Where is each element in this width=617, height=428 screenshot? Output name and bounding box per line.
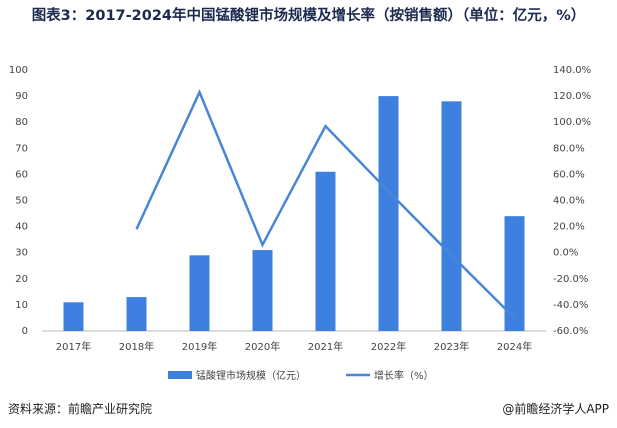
- x-tick-label: 2019年: [182, 340, 217, 353]
- y-tick-label: 100: [9, 65, 28, 76]
- y2-tick-label: 80.0%: [553, 143, 585, 154]
- bar: [378, 96, 399, 331]
- y2-tick-label: -60.0%: [553, 326, 588, 337]
- x-tick-label: 2022年: [371, 340, 406, 353]
- x-tick-label: 2024年: [497, 340, 532, 353]
- y-tick-label: 60: [15, 169, 28, 180]
- credit: @前瞻经济学人APP: [502, 402, 609, 416]
- x-tick-label: 2023年: [434, 340, 469, 353]
- y2-tick-label: -40.0%: [553, 300, 588, 311]
- bar: [63, 302, 84, 331]
- legend-label: 增长率（%）: [374, 369, 434, 382]
- y-tick-label: 40: [15, 222, 28, 233]
- source: 资料来源：前瞻产业研究院: [8, 402, 153, 416]
- y-tick-label: 70: [15, 143, 28, 154]
- bar: [315, 171, 336, 331]
- y2-tick-label: 0.0%: [553, 248, 578, 259]
- y-tick-label: 20: [15, 274, 28, 285]
- bar: [441, 101, 462, 331]
- y-tick-label: 50: [15, 196, 28, 207]
- y2-tick-label: 40.0%: [553, 196, 585, 207]
- line: [135, 89, 516, 319]
- y-tick-label: 0: [22, 326, 28, 337]
- y2-tick-label: 100.0%: [553, 117, 591, 128]
- y2-tick-label: 120.0%: [553, 91, 591, 102]
- x-tick-label: 2018年: [119, 340, 154, 353]
- chart-title: 图表3：2017-2024年中国锰酸锂市场规模及增长率（按销售额）（单位：亿元，…: [31, 8, 586, 24]
- y-tick-label: 90: [15, 91, 28, 102]
- y2-tick-label: 20.0%: [553, 222, 585, 233]
- y-tick-label: 80: [15, 117, 28, 128]
- legend-swatch: [168, 371, 192, 379]
- bar: [504, 216, 525, 331]
- y2-tick-label: 140.0%: [553, 65, 591, 76]
- y-tick-label: 10: [15, 300, 28, 311]
- chart: 0 10 20 30 40 50 60 70 80 90 100 -60.0% -40.0% -20.0%…: [9, 65, 591, 382]
- y-tick-label: 30: [15, 248, 28, 259]
- bar: [189, 255, 210, 331]
- bar: [252, 250, 273, 331]
- x-tick-label: 2017年: [56, 340, 91, 353]
- x-tick-label: 2021年: [308, 340, 343, 353]
- x-tick-label: 2020年: [245, 340, 280, 353]
- y2-tick-label: 60.0%: [553, 169, 585, 180]
- legend-label: 锰酸锂市场规模（亿元）: [196, 369, 306, 382]
- y2-tick-label: -20.0%: [553, 274, 588, 285]
- bar: [126, 297, 147, 331]
